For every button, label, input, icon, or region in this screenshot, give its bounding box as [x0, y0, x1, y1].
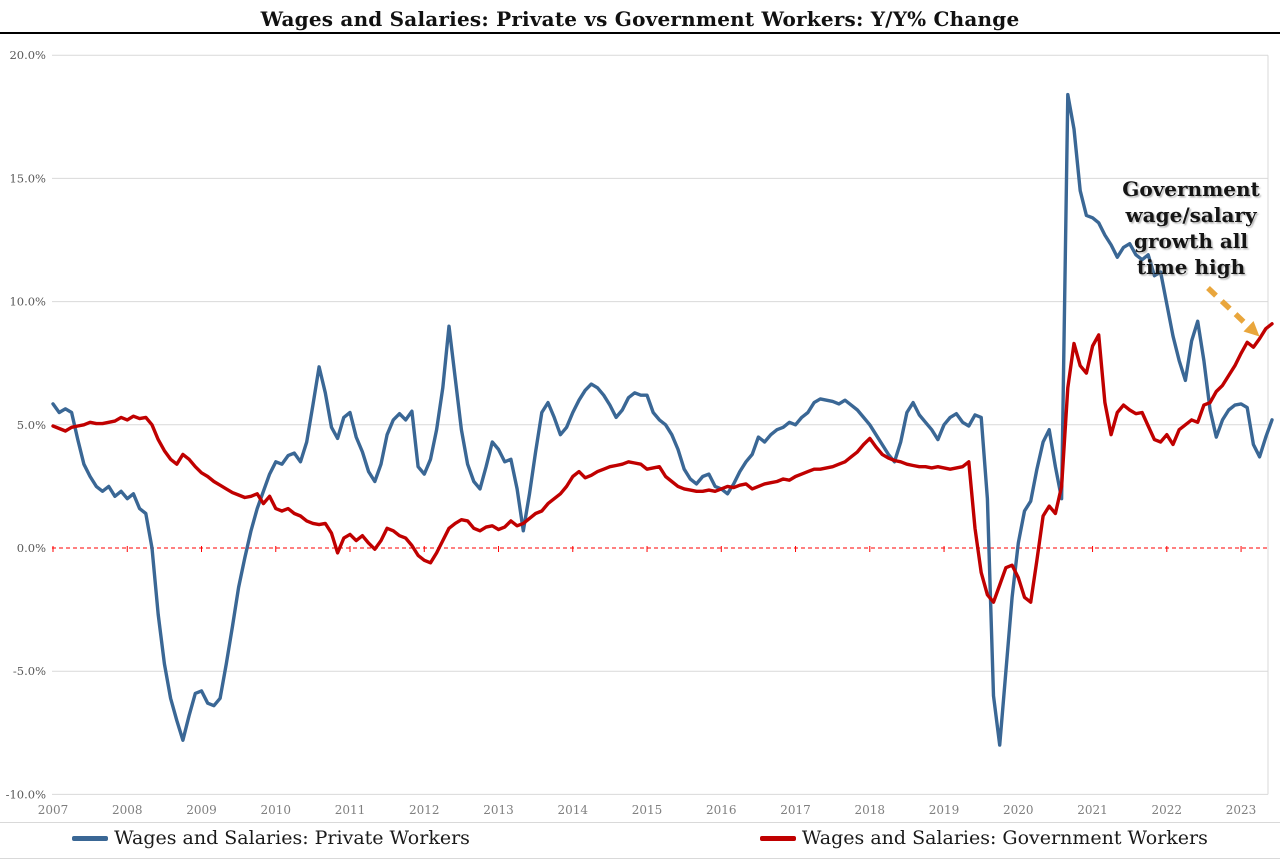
title-divider: [0, 32, 1280, 34]
x-year-label-2009: 2009: [186, 803, 217, 817]
x-year-label-2023: 2023: [1226, 803, 1257, 817]
x-year-label-2014: 2014: [558, 803, 589, 817]
x-year-label-2022: 2022: [1152, 803, 1183, 817]
y-tick-label--5.0%: -5.0%: [13, 664, 46, 678]
series-line-government: [51, 322, 1274, 604]
x-year-label-2010: 2010: [260, 803, 291, 817]
x-year-label-2015: 2015: [632, 803, 663, 817]
y-tick-label--10.0%: -10.0%: [6, 787, 46, 801]
annotation-arrow-head: [1243, 321, 1260, 337]
chart-legend: Wages and Salaries: Private Workers Wage…: [0, 827, 1280, 849]
x-year-label-2016: 2016: [706, 803, 737, 817]
annotation-arrow-line: [1206, 286, 1250, 328]
series-line-private: [51, 92, 1274, 747]
private-series-label: Wages and Salaries: Private Workers: [114, 827, 470, 849]
page-bottom-divider: [0, 858, 1280, 859]
chart-title: Wages and Salaries: Private vs Governmen…: [260, 7, 1020, 31]
x-year-label-2021: 2021: [1077, 803, 1108, 817]
private-series-swatch: [72, 835, 109, 841]
y-tick-label-0.0%: 0.0%: [17, 541, 46, 555]
y-tick-label-5.0%: 5.0%: [17, 418, 46, 432]
x-year-label-2020: 2020: [1003, 803, 1034, 817]
government-series-swatch: [759, 835, 796, 841]
annotation-government-wage-high: Government wage/salary growth all time h…: [1122, 177, 1260, 279]
legend-item-government: Wages and Salaries: Government Workers: [759, 827, 1208, 849]
x-year-label-2019: 2019: [929, 803, 960, 817]
legend-item-private: Wages and Salaries: Private Workers: [72, 827, 470, 849]
x-year-label-2012: 2012: [409, 803, 440, 817]
government-series-label: Wages and Salaries: Government Workers: [801, 827, 1208, 849]
x-year-label-2011: 2011: [335, 803, 366, 817]
x-year-label-2008: 2008: [112, 803, 143, 817]
plot-bottom-divider: [0, 822, 1280, 823]
x-year-label-2007: 2007: [38, 803, 69, 817]
y-tick-label-10.0%: 10.0%: [9, 295, 46, 309]
y-tick-label-20.0%: 20.0%: [9, 48, 46, 62]
y-tick-label-15.0%: 15.0%: [9, 171, 46, 185]
x-year-label-2017: 2017: [780, 803, 811, 817]
x-year-label-2018: 2018: [855, 803, 886, 817]
x-year-label-2013: 2013: [483, 803, 514, 817]
